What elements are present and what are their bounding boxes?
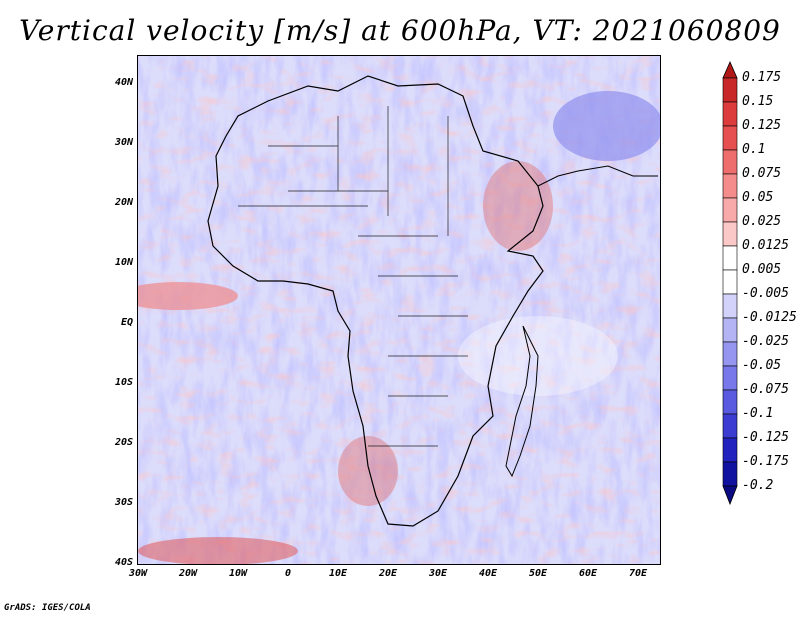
colorbar-level-label: -0.05 xyxy=(742,358,782,373)
lat-label-10N: 10N xyxy=(114,257,133,268)
colorbar-swatch xyxy=(722,437,738,463)
map-title: Vertical velocity [m/s] at 600hPa, VT: 2… xyxy=(19,14,781,47)
colorbar-level-label: -0.2 xyxy=(742,478,774,493)
colorbar-swatch xyxy=(722,389,738,415)
colorbar-swatch xyxy=(722,413,738,439)
colorbar-level-label: 0.0125 xyxy=(742,238,789,253)
lon-label-10W: 10W xyxy=(228,568,248,579)
colorbar-level-label: 0.025 xyxy=(742,214,782,229)
lon-label-70E: 70E xyxy=(628,568,648,579)
lon-label-20E: 20E xyxy=(378,568,398,579)
arabia-coast xyxy=(537,165,658,187)
colorbar-level-label: 0.1 xyxy=(742,142,766,157)
colorbar-swatch xyxy=(722,317,738,343)
colorbar-swatch xyxy=(722,245,738,271)
colorbar-swatch xyxy=(722,221,738,247)
lat-label-30S: 30S xyxy=(114,497,133,508)
colorbar-swatch xyxy=(722,341,738,367)
lon-label-50E: 50E xyxy=(528,568,548,579)
colorbar-level-label: 0.05 xyxy=(742,190,774,205)
lat-label-30N: 30N xyxy=(114,137,133,148)
lat-label-EQ: EQ xyxy=(120,317,133,328)
colorbar-swatch xyxy=(722,293,738,319)
colorbar-top-arrow xyxy=(722,61,738,79)
lat-label-10S: 10S xyxy=(114,377,133,388)
lon-label-30E: 30E xyxy=(428,568,448,579)
south-africa-ascent xyxy=(338,436,398,506)
colorbar-level-label: 0.15 xyxy=(742,94,774,109)
south-ocean-ascent xyxy=(138,537,298,564)
colorbar-level-label: -0.075 xyxy=(742,382,789,397)
colorbar-level-label: -0.125 xyxy=(742,430,789,445)
colorbar-swatch xyxy=(722,173,738,199)
colorbar-level-label: -0.0125 xyxy=(742,310,797,325)
madagascar-coast xyxy=(505,325,539,478)
lon-label-20W: 20W xyxy=(178,568,198,579)
colorbar-level-label: 0.075 xyxy=(742,166,782,181)
lat-label-40N: 40N xyxy=(114,77,133,88)
colorbar-swatch xyxy=(722,365,738,391)
lat-label-40S: 40S xyxy=(114,557,133,568)
lon-label-40E: 40E xyxy=(478,568,498,579)
colorbar-level-label: 0.175 xyxy=(742,70,782,85)
colorbar-bottom-arrow xyxy=(722,485,738,506)
colorbar-swatch xyxy=(722,197,738,223)
colorbar-swatch xyxy=(722,269,738,295)
velocity-map xyxy=(137,55,661,565)
colorbar-level-label: -0.1 xyxy=(742,406,774,421)
lon-label-0: 0 xyxy=(284,568,292,579)
colorbar-level-label: -0.175 xyxy=(742,454,789,469)
iran-region xyxy=(553,91,660,161)
colorbar-swatch xyxy=(722,125,738,151)
colorbar-swatch xyxy=(722,77,738,103)
colorbar-level-label: -0.005 xyxy=(742,286,789,301)
lat-label-20S: 20S xyxy=(114,437,133,448)
colorbar-swatch xyxy=(722,149,738,175)
lat-label-20N: 20N xyxy=(114,197,133,208)
africa-coastline xyxy=(207,75,544,527)
lon-label-60E: 60E xyxy=(578,568,598,579)
colorbar-level-label: -0.025 xyxy=(742,334,789,349)
colorbar-swatch xyxy=(722,101,738,127)
lon-label-10E: 10E xyxy=(328,568,348,579)
grads-credit: GrADS: IGES/COLA xyxy=(4,603,91,613)
colorbar xyxy=(722,61,738,506)
lon-label-30W: 30W xyxy=(128,568,148,579)
itcz-ascent-band xyxy=(138,282,238,310)
country-borders xyxy=(238,106,468,447)
colorbar-level-label: 0.005 xyxy=(742,262,782,277)
map-canvas xyxy=(138,56,660,564)
colorbar-level-label: 0.125 xyxy=(742,118,782,133)
colorbar-swatch xyxy=(722,461,738,487)
